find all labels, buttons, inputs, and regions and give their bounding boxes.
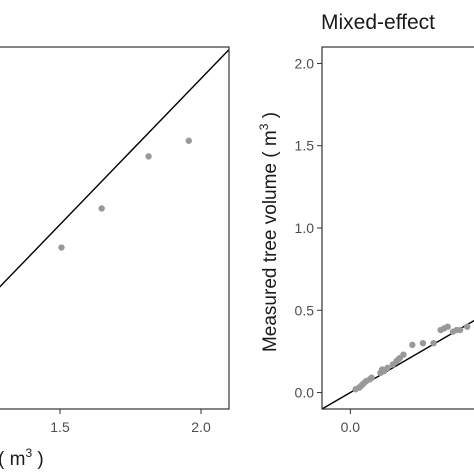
right-y-axis-title-main: Measured tree volume: [260, 163, 281, 352]
right-data-point: [400, 351, 407, 358]
right-y-axis-title-sup: 3: [257, 123, 271, 130]
right-panel-border: [321, 46, 474, 410]
right-y-tick-label: 1.0: [295, 220, 315, 236]
right-plot-marks: [321, 319, 474, 410]
right-y-tick-label: 0.5: [295, 302, 315, 318]
left-panel: 1.5 2.0 ( m3 ): [0, 46, 230, 470]
left-data-point: [98, 205, 105, 212]
left-data-point: [185, 137, 192, 144]
left-x-axis-title: ( m3 ): [0, 446, 44, 470]
right-data-point: [384, 364, 391, 372]
right-data-point: [409, 341, 416, 349]
right-reference-line: [321, 319, 474, 410]
right-data-point: [444, 323, 451, 330]
right-data-point: [430, 339, 437, 347]
left-data-point: [58, 244, 65, 251]
left-plot-marks: [0, 49, 230, 288]
right-y-tick-label: 0.0: [295, 385, 315, 401]
right-chart-title: Mixed-effect: [321, 11, 435, 34]
right-y-axis-title: Measured tree volume ( m3 ): [257, 112, 281, 352]
right-x-ticks: 0.0: [341, 409, 361, 435]
right-data-point: [419, 339, 427, 347]
left-panel-border: [0, 46, 230, 410]
right-x-tick-label: 0.0: [341, 419, 361, 435]
right-panel: Mixed-effect Measured tree volume ( m3 )…: [257, 11, 474, 435]
right-y-tick-label: 1.5: [295, 138, 315, 154]
left-x-tick-label-1: 1.5: [50, 419, 70, 435]
right-y-ticks: 0.0 0.5 1.0 1.5 2.0: [295, 55, 322, 401]
left-x-tick-label-2: 2.0: [191, 419, 211, 435]
left-reference-line: [0, 49, 230, 288]
right-data-point: [456, 326, 464, 334]
right-y-axis-title-close: ): [260, 112, 281, 124]
right-data-point: [368, 374, 375, 381]
right-data-point: [464, 323, 471, 330]
right-y-tick-label: 2.0: [295, 55, 315, 71]
left-data-point: [145, 153, 152, 160]
right-y-axis-title-unit: ( m: [260, 130, 281, 157]
